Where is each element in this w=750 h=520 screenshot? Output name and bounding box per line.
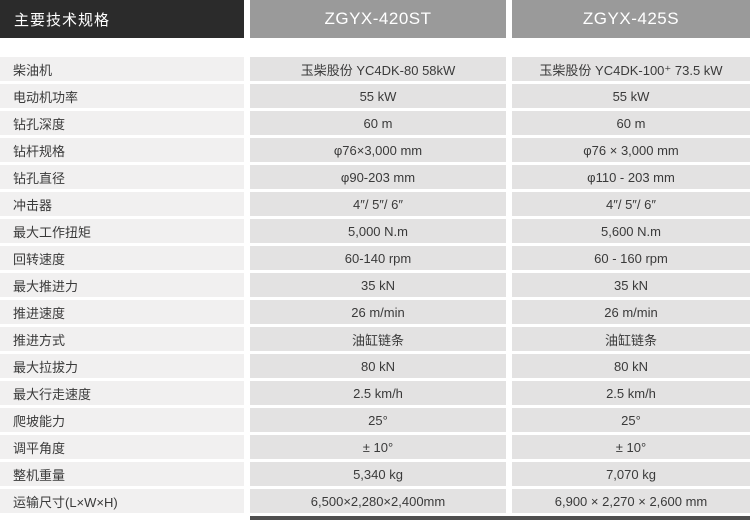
table-row: 柴油机 玉柴股份 YC4DK-80 58kW 玉柴股份 YC4DK-100⁺ 7… (0, 57, 750, 81)
column-header-zgyx-425s: ZGYX-425S (512, 0, 750, 38)
table-row: 最大工作扭矩 5,000 N.m 5,600 N.m (0, 219, 750, 243)
table-row: 推进速度 26 m/min 26 m/min (0, 300, 750, 324)
spec-value-420st: 5,000 N.m (250, 219, 506, 243)
spec-label: 调平角度 (0, 435, 244, 459)
spec-label: 冲击器 (0, 192, 244, 216)
spec-value-425s: 玉柴股份 YC4DK-100⁺ 73.5 kW (512, 57, 750, 81)
spec-label: 钻孔直径 (0, 165, 244, 189)
spec-label: 回转速度 (0, 246, 244, 270)
spec-value-420st: 油缸链条 (250, 327, 506, 351)
spec-value-420st: 玉柴股份 YC4DK-80 58kW (250, 57, 506, 81)
table-row: 钻杆规格 φ76×3,000 mm φ76 × 3,000 mm (0, 138, 750, 162)
spec-value-425s: 2.5 km/h (512, 381, 750, 405)
spec-value-420st: 6,500×2,280×2,400mm (250, 489, 506, 513)
spec-value-420st: 25° (250, 408, 506, 432)
spec-value-420st: 55 kW (250, 84, 506, 108)
column-header-zgyx-420st: ZGYX-420ST (250, 0, 506, 38)
table-header-row: 主要技术规格 ZGYX-420ST ZGYX-425S (0, 0, 750, 38)
spec-value-420st: 80 kN (250, 354, 506, 378)
table-row: 调平角度 ± 10° ± 10° (0, 435, 750, 459)
spec-value-425s: φ110 - 203 mm (512, 165, 750, 189)
spec-value-420st: 35 kN (250, 273, 506, 297)
spec-label: 运输尺寸(L×W×H) (0, 489, 244, 513)
table-row: 回转速度 60-140 rpm 60 - 160 rpm (0, 246, 750, 270)
spec-value-425s: φ76 × 3,000 mm (512, 138, 750, 162)
spec-label: 最大推进力 (0, 273, 244, 297)
spec-value-425s: 60 - 160 rpm (512, 246, 750, 270)
spec-value-425s: 6,900 × 2,270 × 2,600 mm (512, 489, 750, 513)
table-row: 最大拉拔力 80 kN 80 kN (0, 354, 750, 378)
spec-label: 钻孔深度 (0, 111, 244, 135)
spec-value-420st: 5,340 kg (250, 462, 506, 486)
spec-value-420st: 4″/ 5″/ 6″ (250, 192, 506, 216)
spec-value-425s: 25° (512, 408, 750, 432)
spec-value-420st: φ90-203 mm (250, 165, 506, 189)
table-row: 整机重量 5,340 kg 7,070 kg (0, 462, 750, 486)
table-row: 推进方式 油缸链条 油缸链条 (0, 327, 750, 351)
spec-label: 钻杆规格 (0, 138, 244, 162)
spec-value-425s: 60 m (512, 111, 750, 135)
spec-value-420st: 60-140 rpm (250, 246, 506, 270)
spec-label: 最大拉拔力 (0, 354, 244, 378)
table-title: 主要技术规格 (0, 0, 244, 38)
table-row: 最大推进力 35 kN 35 kN (0, 273, 750, 297)
spec-value-420st: φ76×3,000 mm (250, 138, 506, 162)
table-row: 运输尺寸(L×W×H) 6,500×2,280×2,400mm 6,900 × … (0, 489, 750, 513)
spec-value-425s: 5,600 N.m (512, 219, 750, 243)
table-row: 电动机功率 55 kW 55 kW (0, 84, 750, 108)
table-row: 钻孔深度 60 m 60 m (0, 111, 750, 135)
spec-value-420st: 60 m (250, 111, 506, 135)
bottom-accent-bar (250, 516, 750, 520)
spec-value-425s: 80 kN (512, 354, 750, 378)
spec-value-425s: 油缸链条 (512, 327, 750, 351)
spec-label: 推进速度 (0, 300, 244, 324)
spec-label: 整机重量 (0, 462, 244, 486)
spec-label: 最大工作扭矩 (0, 219, 244, 243)
spec-value-425s: ± 10° (512, 435, 750, 459)
table-row: 最大行走速度 2.5 km/h 2.5 km/h (0, 381, 750, 405)
spec-label: 推进方式 (0, 327, 244, 351)
spec-value-425s: 35 kN (512, 273, 750, 297)
spec-value-420st: ± 10° (250, 435, 506, 459)
table-row: 爬坡能力 25° 25° (0, 408, 750, 432)
table-row: 钻孔直径 φ90-203 mm φ110 - 203 mm (0, 165, 750, 189)
spec-label: 柴油机 (0, 57, 244, 81)
spec-value-420st: 26 m/min (250, 300, 506, 324)
spec-value-425s: 26 m/min (512, 300, 750, 324)
spec-value-425s: 7,070 kg (512, 462, 750, 486)
spec-value-420st: 2.5 km/h (250, 381, 506, 405)
spec-label: 电动机功率 (0, 84, 244, 108)
spec-label: 爬坡能力 (0, 408, 244, 432)
spec-value-425s: 55 kW (512, 84, 750, 108)
spec-value-425s: 4″/ 5″/ 6″ (512, 192, 750, 216)
table-row: 冲击器 4″/ 5″/ 6″ 4″/ 5″/ 6″ (0, 192, 750, 216)
spec-label: 最大行走速度 (0, 381, 244, 405)
